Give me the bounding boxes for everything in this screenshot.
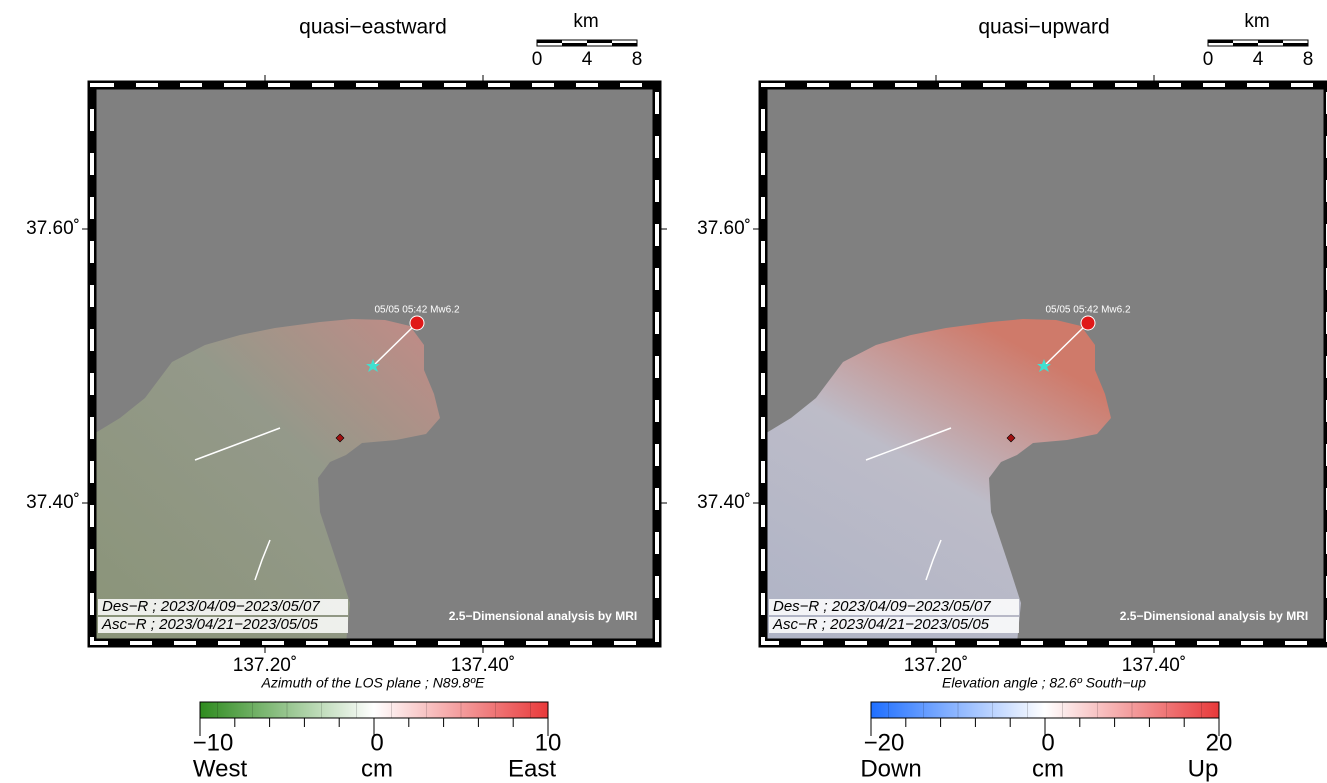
scale-segment bbox=[587, 40, 612, 43]
fault-trace bbox=[865, 427, 952, 461]
panel: 05/05 05:42 Mw6.2 Des−R ; 2023/04/09−2023… bbox=[26, 11, 667, 782]
dataset-label: Des−R ; 2023/04/09−2023/05/07 bbox=[102, 598, 320, 615]
frame-dash bbox=[90, 83, 659, 645]
event-marker bbox=[1080, 315, 1096, 331]
site-marker bbox=[335, 433, 345, 443]
lat-label: 37.60˚ bbox=[26, 218, 80, 239]
lon-label: 137.40˚ bbox=[1122, 655, 1186, 676]
lat-label: 37.40˚ bbox=[697, 492, 751, 513]
event-label: 05/05 05:42 Mw6.2 bbox=[1045, 305, 1130, 316]
dataset-box bbox=[769, 617, 1019, 633]
epicenter-star bbox=[366, 359, 380, 372]
colorbar-low-label: West bbox=[193, 755, 248, 782]
scale-tick-label: 8 bbox=[1303, 49, 1314, 70]
lat-label: 37.60˚ bbox=[697, 218, 751, 239]
dataset-label: Des−R ; 2023/04/09−2023/05/07 bbox=[773, 598, 991, 615]
scale-tick-label: 0 bbox=[532, 49, 543, 70]
lon-label: 137.20˚ bbox=[904, 655, 968, 676]
scale-segment bbox=[1208, 40, 1233, 43]
scale-unit: km bbox=[573, 11, 598, 32]
panel-title: quasi−eastward bbox=[299, 16, 447, 39]
colorbar-mid: 0 bbox=[1041, 729, 1054, 756]
credit: 2.5−Dimensional analysis by MRI bbox=[449, 609, 637, 623]
scale-tick-label: 4 bbox=[582, 49, 593, 70]
colorbar-caption: Azimuth of the LOS plane ; N89.8ºE bbox=[260, 675, 485, 691]
land bbox=[92, 319, 440, 643]
scale-segment bbox=[612, 43, 637, 46]
scale-segment bbox=[537, 40, 562, 43]
panel-title: quasi−upward bbox=[978, 16, 1109, 39]
event-line bbox=[1043, 322, 1089, 367]
fault-trace bbox=[254, 539, 271, 581]
dataset-label: Asc−R ; 2023/04/21−2023/05/05 bbox=[101, 616, 319, 633]
event-line bbox=[372, 322, 418, 367]
fault-trace bbox=[925, 539, 942, 581]
frame-dash bbox=[761, 83, 1327, 645]
lon-label: 137.40˚ bbox=[451, 655, 515, 676]
dataset-box bbox=[769, 599, 1019, 615]
fault-trace bbox=[194, 427, 281, 461]
scale-tick-label: 0 bbox=[1203, 49, 1214, 70]
site-marker bbox=[1006, 433, 1016, 443]
colorbar-max: 10 bbox=[535, 729, 562, 756]
colorbar-unit: cm bbox=[361, 755, 393, 782]
scale-segment bbox=[562, 43, 587, 46]
colorbar-unit: cm bbox=[1032, 755, 1064, 782]
scale-tick-label: 8 bbox=[632, 49, 643, 70]
colorbar-high-label: Up bbox=[1188, 755, 1219, 782]
colorbar-low-label: Down bbox=[860, 755, 921, 782]
colorbar-mid: 0 bbox=[370, 729, 383, 756]
epicenter-star bbox=[1037, 359, 1051, 372]
dataset-box bbox=[98, 617, 348, 633]
panel: 05/05 05:42 Mw6.2 Des−R ; 2023/04/09−2023… bbox=[697, 11, 1327, 782]
colorbar-min: −20 bbox=[864, 729, 905, 756]
colorbar-caption: Elevation angle ; 82.6º South−up bbox=[942, 675, 1146, 691]
colorbar-max: 20 bbox=[1206, 729, 1233, 756]
event-marker bbox=[409, 315, 425, 331]
credit: 2.5−Dimensional analysis by MRI bbox=[1120, 609, 1308, 623]
land bbox=[763, 319, 1111, 643]
colorbar-min: −10 bbox=[193, 729, 234, 756]
scale-unit: km bbox=[1244, 11, 1269, 32]
colorbar-high-label: East bbox=[508, 755, 556, 782]
lon-label: 137.20˚ bbox=[233, 655, 297, 676]
scale-segment bbox=[1258, 40, 1283, 43]
dataset-box bbox=[98, 599, 348, 615]
event-label: 05/05 05:42 Mw6.2 bbox=[374, 305, 459, 316]
lat-label: 37.40˚ bbox=[26, 492, 80, 513]
scale-segment bbox=[1233, 43, 1258, 46]
scale-tick-label: 4 bbox=[1253, 49, 1264, 70]
scale-segment bbox=[1283, 43, 1308, 46]
dataset-label: Asc−R ; 2023/04/21−2023/05/05 bbox=[772, 616, 990, 633]
